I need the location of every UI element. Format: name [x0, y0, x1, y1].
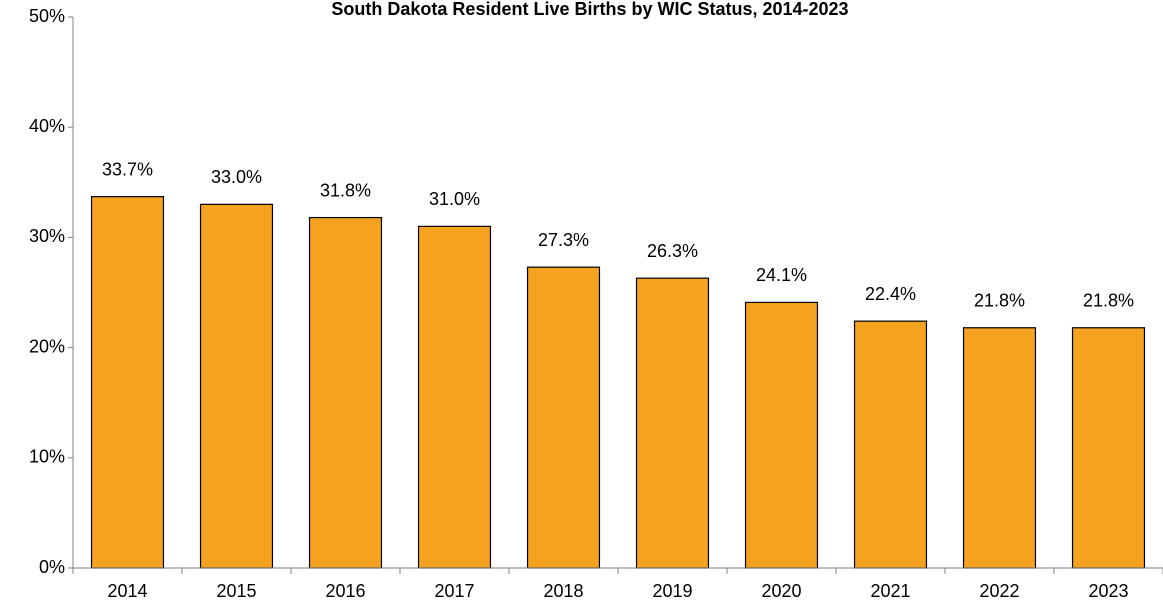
x-tick-label: 2017	[434, 581, 474, 601]
bar	[417, 225, 492, 569]
x-tick-label: 2020	[761, 581, 801, 601]
value-label: 33.0%	[211, 167, 262, 187]
y-tick-label: 0%	[39, 557, 65, 577]
y-tick-label: 20%	[29, 336, 65, 356]
bar	[744, 301, 819, 569]
value-label: 22.4%	[865, 284, 916, 304]
x-tick-label: 2016	[325, 581, 365, 601]
bar	[308, 216, 383, 569]
y-tick-label: 30%	[29, 226, 65, 246]
value-label: 31.0%	[429, 189, 480, 209]
y-tick-label: 40%	[29, 116, 65, 136]
bar	[526, 266, 601, 569]
value-label: 26.3%	[647, 241, 698, 261]
bar	[962, 327, 1037, 569]
bar	[199, 203, 274, 569]
y-tick-label: 50%	[29, 6, 65, 26]
x-tick-label: 2015	[216, 581, 256, 601]
bar	[635, 277, 710, 569]
value-label: 21.8%	[974, 291, 1025, 311]
x-tick-label: 2018	[543, 581, 583, 601]
value-label: 31.8%	[320, 180, 371, 200]
x-tick-label: 2019	[652, 581, 692, 601]
x-tick-label: 2023	[1088, 581, 1128, 601]
bar	[1071, 327, 1146, 569]
value-label: 33.7%	[102, 159, 153, 179]
chart-title: South Dakota Resident Live Births by WIC…	[331, 0, 848, 19]
bar	[853, 320, 928, 569]
bar	[90, 196, 165, 569]
x-tick-label: 2021	[870, 581, 910, 601]
value-label: 27.3%	[538, 230, 589, 250]
value-label: 24.1%	[756, 265, 807, 285]
y-tick-label: 10%	[29, 447, 65, 467]
value-label: 21.8%	[1083, 291, 1134, 311]
x-tick-label: 2022	[979, 581, 1019, 601]
x-tick-label: 2014	[107, 581, 147, 601]
